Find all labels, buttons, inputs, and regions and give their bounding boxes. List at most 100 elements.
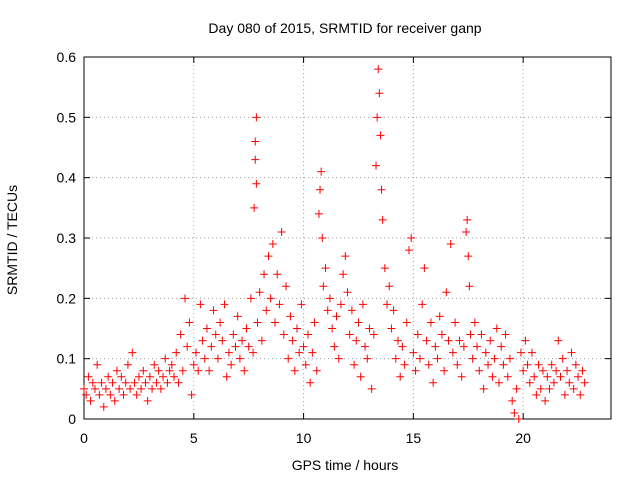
data-point xyxy=(530,372,539,381)
data-point xyxy=(422,336,431,345)
data-point xyxy=(532,390,541,399)
data-point xyxy=(316,185,325,194)
x-tick-label: 20 xyxy=(515,430,531,446)
data-point xyxy=(374,65,383,74)
data-point xyxy=(508,396,517,405)
data-point xyxy=(503,372,512,381)
data-point xyxy=(240,366,249,375)
data-point xyxy=(167,360,176,369)
data-point xyxy=(510,408,519,417)
data-point xyxy=(446,240,455,249)
data-point xyxy=(556,372,565,381)
data-point xyxy=(314,209,323,218)
data-point xyxy=(497,342,506,351)
data-point xyxy=(356,372,365,381)
data-point xyxy=(284,354,293,363)
data-point xyxy=(115,384,124,393)
data-point xyxy=(484,360,493,369)
data-point xyxy=(130,378,139,387)
data-point xyxy=(218,336,227,345)
data-point xyxy=(143,396,152,405)
data-point xyxy=(363,354,372,363)
data-point xyxy=(495,378,504,387)
data-point xyxy=(119,390,128,399)
data-point xyxy=(464,252,473,261)
data-point xyxy=(286,312,295,321)
data-point xyxy=(488,372,497,381)
grid xyxy=(84,57,611,419)
data-point xyxy=(341,252,350,261)
data-point xyxy=(229,330,238,339)
data-point xyxy=(273,270,282,279)
data-point xyxy=(110,396,119,405)
data-point xyxy=(442,288,451,297)
plot-frame xyxy=(83,56,612,420)
data-point xyxy=(516,348,525,357)
data-point xyxy=(486,336,495,345)
data-point xyxy=(161,354,170,363)
data-point xyxy=(437,330,446,339)
data-point xyxy=(242,324,251,333)
data-point xyxy=(262,306,271,315)
data-point xyxy=(499,360,508,369)
data-point xyxy=(350,360,359,369)
data-point xyxy=(148,384,157,393)
data-point xyxy=(415,354,424,363)
data-point xyxy=(571,360,580,369)
data-point xyxy=(170,372,179,381)
data-point xyxy=(334,354,343,363)
data-point xyxy=(220,300,229,309)
data-point xyxy=(194,366,203,375)
data-point xyxy=(466,330,475,339)
data-point xyxy=(505,354,514,363)
data-point xyxy=(402,318,411,327)
data-point xyxy=(409,348,418,357)
data-point xyxy=(250,203,259,212)
data-point xyxy=(288,336,297,345)
data-point xyxy=(377,185,386,194)
data-point xyxy=(260,270,269,279)
data-point xyxy=(202,324,211,333)
data-point xyxy=(431,342,440,351)
data-point xyxy=(196,300,205,309)
data-point xyxy=(178,366,187,375)
data-point xyxy=(367,384,376,393)
data-point xyxy=(411,366,420,375)
data-point xyxy=(457,372,466,381)
data-point xyxy=(534,360,543,369)
data-point xyxy=(525,378,534,387)
data-point xyxy=(251,137,260,146)
data-point xyxy=(86,396,95,405)
data-point xyxy=(88,378,97,387)
data-point xyxy=(435,312,444,321)
data-point xyxy=(290,366,299,375)
data-point xyxy=(492,324,501,333)
data-point xyxy=(150,360,159,369)
data-point xyxy=(565,378,574,387)
data-point xyxy=(132,390,141,399)
data-point xyxy=(317,167,326,176)
data-point xyxy=(330,342,339,351)
data-point xyxy=(292,324,301,333)
data-point xyxy=(343,288,352,297)
data-point xyxy=(361,342,370,351)
data-point xyxy=(552,366,561,375)
data-point xyxy=(224,348,233,357)
data-point xyxy=(332,312,341,321)
data-point xyxy=(420,264,429,273)
y-tick-label: 0.6 xyxy=(57,49,77,65)
data-point xyxy=(82,390,91,399)
data-point xyxy=(209,306,218,315)
data-point xyxy=(183,342,192,351)
data-point xyxy=(375,89,384,98)
data-point xyxy=(253,318,262,327)
data-point xyxy=(312,366,321,375)
data-point xyxy=(227,360,236,369)
data-point xyxy=(319,282,328,291)
data-point xyxy=(249,348,258,357)
data-point xyxy=(222,372,231,381)
data-point xyxy=(238,336,247,345)
data-point xyxy=(301,360,310,369)
data-point xyxy=(389,306,398,315)
data-point xyxy=(538,366,547,375)
